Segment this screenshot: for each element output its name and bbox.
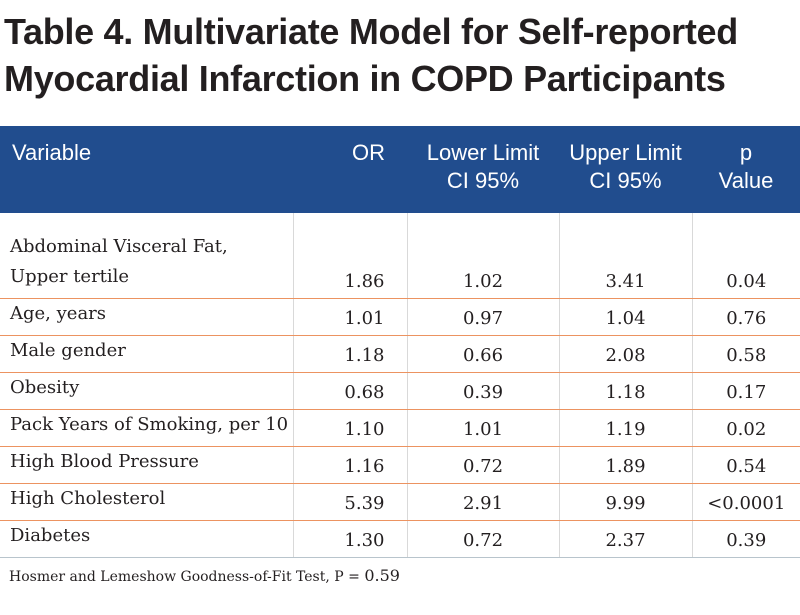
- header-variable: Variable: [0, 126, 293, 213]
- cell-or: 5.39: [292, 483, 407, 521]
- cell-or: 1.10: [292, 409, 407, 447]
- table-row: Pack Years of Smoking, per 10 1.10 1.01 …: [0, 409, 800, 447]
- cell-upper-limit: 2.37: [558, 520, 692, 558]
- cell-p-value: <0.0001: [691, 483, 800, 521]
- table-title-line-1: Table 4. Multivariate Model for Self-rep…: [4, 11, 738, 52]
- cell-variable-line-1: Abdominal Visceral Fat,: [10, 236, 228, 257]
- header-variable-label: Variable: [12, 140, 92, 165]
- cell-p-value: 0.02: [691, 409, 800, 447]
- table-row: High Cholesterol 5.39 2.91 9.99 <0.0001: [0, 483, 800, 521]
- cell-variable: High Cholesterol: [0, 483, 293, 521]
- header-upper-limit: Upper Limit CI 95%: [559, 126, 692, 213]
- header-or-label: OR: [352, 140, 385, 165]
- header-lower-limit: Lower Limit CI 95%: [407, 126, 559, 213]
- cell-variable: Abdominal Visceral Fat, Upper tertile: [0, 213, 293, 299]
- header-upper-limit-line-2: CI 95%: [589, 168, 662, 193]
- table-header: Variable OR Lower Limit CI 95% Upper Lim…: [0, 126, 800, 213]
- table-body: Abdominal Visceral Fat, Upper tertile 1.…: [0, 213, 800, 558]
- table-row: Male gender 1.18 0.66 2.08 0.58: [0, 335, 800, 373]
- cell-lower-limit: 0.66: [406, 335, 559, 373]
- cell-upper-limit: 1.04: [558, 298, 692, 336]
- header-upper-limit-line-1: Upper Limit: [569, 140, 682, 165]
- cell-p-value: 0.39: [691, 520, 800, 558]
- table-title-line-2: Myocardial Infarction in COPD Participan…: [4, 58, 726, 99]
- header-lower-limit-line-2: CI 95%: [446, 168, 520, 193]
- cell-or: 1.30: [292, 520, 407, 558]
- footnote-text: Hosmer and Lemeshow Goodness-of-Fit Test…: [9, 569, 365, 585]
- cell-variable: High Blood Pressure: [0, 446, 293, 484]
- header-p-value: p Value: [692, 126, 800, 213]
- cell-or: 1.86: [292, 213, 407, 299]
- cell-lower-limit: 0.72: [406, 520, 559, 558]
- table-footnote: Hosmer and Lemeshow Goodness-of-Fit Test…: [9, 566, 400, 585]
- footnote-p-value: 0.59: [364, 566, 400, 585]
- cell-variable: Pack Years of Smoking, per 10: [0, 409, 293, 447]
- header-row: Variable OR Lower Limit CI 95% Upper Lim…: [0, 126, 800, 213]
- header-p-value-line-1: p: [739, 140, 753, 165]
- results-table: Variable OR Lower Limit CI 95% Upper Lim…: [0, 126, 800, 558]
- table-row: Obesity 0.68 0.39 1.18 0.17: [0, 372, 800, 410]
- cell-upper-limit: 9.99: [558, 483, 692, 521]
- cell-p-value: 0.58: [691, 335, 800, 373]
- cell-variable: Diabetes: [0, 520, 293, 558]
- cell-p-value: 0.76: [691, 298, 800, 336]
- cell-lower-limit: 2.91: [406, 483, 559, 521]
- cell-lower-limit: 1.01: [406, 409, 559, 447]
- cell-upper-limit: 3.41: [558, 213, 692, 299]
- header-p-value-line-2: Value: [718, 168, 774, 193]
- cell-or: 1.18: [292, 335, 407, 373]
- header-or: OR: [293, 126, 407, 213]
- table-row: Age, years 1.01 0.97 1.04 0.76: [0, 298, 800, 336]
- cell-lower-limit: 0.39: [406, 372, 559, 410]
- cell-p-value: 0.54: [691, 446, 800, 484]
- cell-variable: Obesity: [0, 372, 293, 410]
- cell-or: 1.01: [292, 298, 407, 336]
- cell-upper-limit: 2.08: [558, 335, 692, 373]
- cell-variable: Age, years: [0, 298, 293, 336]
- cell-variable: Male gender: [0, 335, 293, 373]
- table-row: Abdominal Visceral Fat, Upper tertile 1.…: [0, 213, 800, 299]
- cell-or: 0.68: [292, 372, 407, 410]
- cell-lower-limit: 0.72: [406, 446, 559, 484]
- cell-p-value: 0.17: [691, 372, 800, 410]
- cell-variable-line-2: Upper tertile: [10, 266, 130, 287]
- table-title: Table 4. Multivariate Model for Self-rep…: [4, 8, 800, 102]
- table-row: High Blood Pressure 1.16 0.72 1.89 0.54: [0, 446, 800, 484]
- cell-lower-limit: 0.97: [406, 298, 559, 336]
- table-row: Diabetes 1.30 0.72 2.37 0.39: [0, 520, 800, 558]
- cell-upper-limit: 1.89: [558, 446, 692, 484]
- cell-upper-limit: 1.18: [558, 372, 692, 410]
- header-lower-limit-line-1: Lower Limit: [426, 140, 540, 165]
- cell-upper-limit: 1.19: [558, 409, 692, 447]
- cell-p-value: 0.04: [691, 213, 800, 299]
- cell-lower-limit: 1.02: [406, 213, 559, 299]
- cell-or: 1.16: [292, 446, 407, 484]
